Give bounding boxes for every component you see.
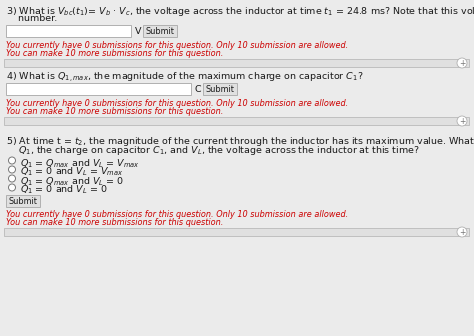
Circle shape <box>457 58 467 68</box>
Circle shape <box>9 157 16 164</box>
Text: $Q_1$ = 0 and $V_L$ = 0: $Q_1$ = 0 and $V_L$ = 0 <box>20 184 108 197</box>
Text: C: C <box>195 84 201 93</box>
Text: Submit: Submit <box>206 84 235 93</box>
Circle shape <box>457 227 467 237</box>
FancyBboxPatch shape <box>6 83 191 95</box>
Circle shape <box>9 175 16 182</box>
FancyBboxPatch shape <box>4 117 469 125</box>
Text: +: + <box>459 117 465 126</box>
Text: $Q_1$, the charge on capacitor $C_1$, and $V_L$, the voltage across the inductor: $Q_1$, the charge on capacitor $C_1$, an… <box>6 144 420 157</box>
Text: You can make 10 more submissions for this question.: You can make 10 more submissions for thi… <box>6 49 223 58</box>
FancyBboxPatch shape <box>4 228 469 236</box>
Text: number.: number. <box>6 14 57 23</box>
Text: +: + <box>459 228 465 237</box>
Text: $Q_1$ = $Q_{max}$ and $V_L$ = 0: $Q_1$ = $Q_{max}$ and $V_L$ = 0 <box>20 175 124 187</box>
Text: You can make 10 more submissions for this question.: You can make 10 more submissions for thi… <box>6 107 223 116</box>
Text: 5) At time t = $t_2$, the magnitude of the current through the inductor has its : 5) At time t = $t_2$, the magnitude of t… <box>6 135 474 148</box>
Circle shape <box>9 184 16 191</box>
FancyBboxPatch shape <box>143 25 177 37</box>
Text: You currently have 0 submissions for this question. Only 10 submission are allow: You currently have 0 submissions for thi… <box>6 41 348 50</box>
FancyBboxPatch shape <box>203 83 237 95</box>
Text: 4) What is $Q_{1,max}$, the magnitude of the maximum charge on capacitor $C_1$?: 4) What is $Q_{1,max}$, the magnitude of… <box>6 70 364 84</box>
FancyBboxPatch shape <box>4 59 469 67</box>
Text: V: V <box>135 27 142 36</box>
Text: Submit: Submit <box>9 197 37 206</box>
Circle shape <box>9 166 16 173</box>
FancyBboxPatch shape <box>6 25 131 37</box>
Text: $Q_1$ = 0 and $V_L$ = $V_{max}$: $Q_1$ = 0 and $V_L$ = $V_{max}$ <box>20 166 123 178</box>
Text: +: + <box>459 59 465 68</box>
Text: 3) What is $V_{bc}(t_1)$= $V_b$ · $V_c$, the voltage across the inductor at time: 3) What is $V_{bc}(t_1)$= $V_b$ · $V_c$,… <box>6 5 474 18</box>
Text: $Q_1$ = $Q_{max}$ and $V_L$ = $V_{max}$: $Q_1$ = $Q_{max}$ and $V_L$ = $V_{max}$ <box>20 157 139 169</box>
Text: Submit: Submit <box>146 27 174 36</box>
Text: You currently have 0 submissions for this question. Only 10 submission are allow: You currently have 0 submissions for thi… <box>6 99 348 108</box>
Text: You currently have 0 submissions for this question. Only 10 submission are allow: You currently have 0 submissions for thi… <box>6 210 348 219</box>
Circle shape <box>457 116 467 126</box>
Text: You can make 10 more submissions for this question.: You can make 10 more submissions for thi… <box>6 218 223 227</box>
FancyBboxPatch shape <box>6 195 40 207</box>
